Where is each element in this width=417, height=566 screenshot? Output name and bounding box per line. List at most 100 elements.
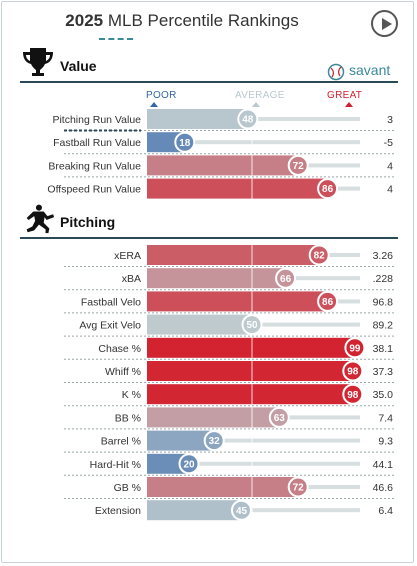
stat-value: 6.4: [378, 505, 393, 517]
percentile-marker: [287, 154, 309, 176]
percentile-value: 72: [293, 161, 305, 172]
percentile-value: 99: [349, 343, 361, 354]
row-label: BB %: [115, 412, 141, 424]
stat-value: 96.8: [373, 296, 394, 308]
row-label: Chase %: [98, 343, 141, 355]
row-label: Fastball Velo: [81, 296, 141, 308]
bar-track: [147, 508, 360, 513]
percentile-marker: [275, 267, 297, 289]
percentile-marker: [317, 178, 339, 200]
stat-value: 9.3: [378, 436, 393, 448]
percentile-value: 20: [183, 459, 195, 470]
percentile-marker: [237, 108, 259, 130]
percentile-value: 66: [280, 274, 292, 285]
row-label: Extension: [95, 505, 141, 517]
percentile-value: 18: [179, 138, 191, 149]
percentile-marker: [342, 383, 364, 405]
savant-text: savant: [349, 62, 391, 78]
percentile-value: 48: [242, 115, 254, 126]
row-label: K %: [122, 389, 141, 401]
percentile-marker: [317, 290, 339, 312]
percentile-marker: [342, 360, 364, 382]
bar-pitching-run-value: [147, 109, 248, 129]
row-label: GB %: [114, 482, 141, 494]
title-underline: [99, 38, 133, 40]
stat-value: 3.26: [373, 250, 394, 262]
percentile-value: 86: [322, 184, 334, 195]
percentile-value: 98: [347, 367, 359, 378]
trophy-icon: [23, 48, 53, 76]
bar-extension: [147, 500, 242, 521]
percentile-value: 32: [209, 436, 221, 447]
row-label: Avg Exit Velo: [79, 320, 141, 332]
scale-marker-poor: [150, 102, 158, 107]
bar-avg-exit-velo: [147, 314, 252, 335]
bar-xera: [147, 245, 320, 265]
percentile-marker: [178, 453, 200, 475]
scale-label-average: AVERAGE: [235, 90, 285, 101]
bar-whiff-: [147, 361, 353, 381]
stat-value: 37.3: [373, 366, 394, 378]
stat-value: .228: [373, 273, 394, 285]
stat-value: 89.2: [373, 320, 394, 332]
row-label: xERA: [114, 250, 141, 262]
play-button[interactable]: [371, 10, 398, 37]
percentile-marker: [344, 337, 366, 359]
stat-value: 4: [387, 184, 393, 196]
bar-breaking-run-value: [147, 155, 299, 176]
percentile-value: 63: [274, 413, 286, 424]
scale-label-great: GREAT: [327, 90, 363, 101]
bar-fastball-velo: [147, 291, 328, 312]
percentile-value: 86: [322, 297, 334, 308]
pitcher-icon: [26, 204, 55, 234]
bar-track: [147, 438, 360, 443]
row-label: Barrel %: [101, 436, 141, 448]
stat-value: 46.6: [373, 482, 394, 494]
row-label: Breaking Run Value: [48, 160, 141, 172]
percentile-value: 98: [347, 390, 359, 401]
title-year: 2025: [65, 11, 104, 30]
percentile-marker: [174, 131, 196, 153]
stat-value: 3: [387, 114, 393, 126]
bar-hard-hit-: [147, 453, 189, 474]
stat-value: 7.4: [378, 412, 393, 424]
bar-track: [147, 461, 360, 466]
bar-xba: [147, 268, 286, 289]
bar-track: [147, 140, 360, 145]
section-title-pitching: Pitching: [60, 214, 116, 230]
stat-value: 38.1: [373, 343, 394, 355]
percentile-marker: [268, 406, 290, 428]
pitching-section-rule: [20, 237, 398, 239]
row-label: Pitching Run Value: [52, 114, 141, 126]
page-title: 2025 MLB Percentile Rankings: [0, 11, 364, 31]
baseball-icon: [327, 63, 345, 81]
scale-marker-great: [345, 102, 353, 107]
row-label: Offspeed Run Value: [47, 184, 141, 196]
bar-bb-: [147, 407, 280, 428]
value-section-rule: [20, 81, 398, 83]
stat-value: 4: [387, 160, 393, 172]
stat-value: -5: [384, 137, 393, 149]
stat-value: 35.0: [373, 389, 394, 401]
percentile-marker: [241, 314, 263, 336]
bar-fastball-run-value: [147, 132, 185, 153]
scale-label-poor: POOR: [146, 90, 177, 101]
percentile-value: 45: [236, 506, 248, 517]
percentile-value: 72: [293, 483, 305, 494]
row-label: Whiff %: [105, 366, 141, 378]
percentile-value: 50: [246, 320, 258, 331]
percentile-marker: [203, 430, 225, 452]
percentile-marker: [287, 476, 309, 498]
scale-marker-average: [252, 102, 260, 107]
percentile-value: 82: [314, 251, 326, 262]
row-label: xBA: [122, 273, 141, 285]
row-label: Fastball Run Value: [53, 137, 141, 149]
bar-k-: [147, 384, 353, 405]
title-text: MLB Percentile Rankings: [107, 11, 299, 30]
percentile-marker: [231, 499, 252, 521]
bar-chase-: [147, 337, 355, 358]
row-label: Hard-Hit %: [90, 459, 141, 471]
bar-gb-: [147, 477, 299, 497]
bar-barrel-: [147, 430, 215, 451]
